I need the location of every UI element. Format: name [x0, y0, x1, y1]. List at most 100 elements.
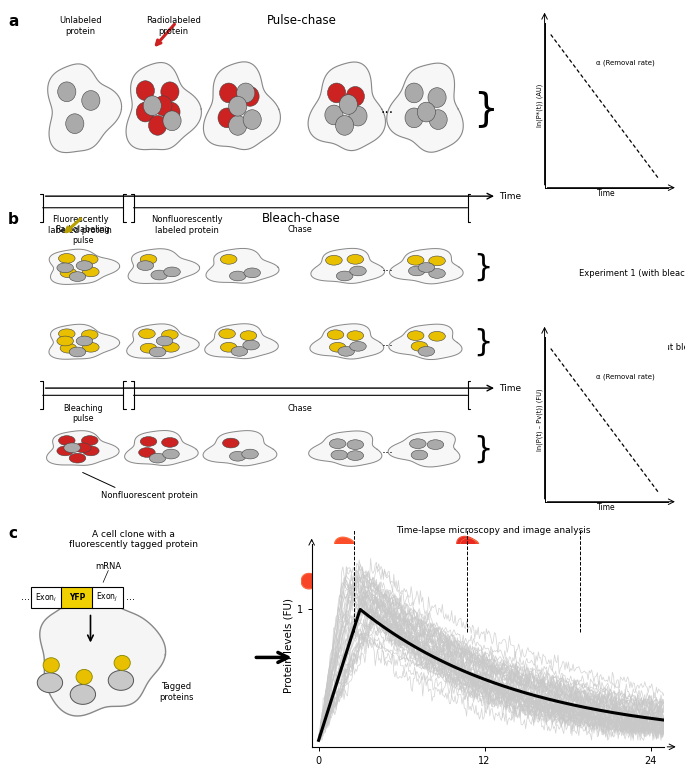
Circle shape	[76, 669, 92, 684]
X-axis label: Time: Time	[597, 503, 616, 512]
Circle shape	[149, 453, 166, 463]
Polygon shape	[332, 605, 347, 615]
Circle shape	[136, 102, 154, 122]
Polygon shape	[47, 430, 119, 465]
Polygon shape	[125, 430, 198, 466]
Text: Exon$_i$: Exon$_i$	[36, 591, 58, 604]
Polygon shape	[440, 592, 459, 607]
Circle shape	[154, 96, 172, 116]
Circle shape	[408, 331, 424, 341]
Polygon shape	[321, 546, 336, 558]
Circle shape	[229, 116, 247, 136]
Text: Bleach-chase: Bleach-chase	[262, 212, 340, 225]
Circle shape	[418, 263, 435, 273]
Circle shape	[243, 110, 261, 129]
Polygon shape	[436, 611, 452, 624]
Circle shape	[138, 447, 155, 457]
Circle shape	[231, 346, 248, 356]
Text: Radiolabeling
pulse: Radiolabeling pulse	[55, 225, 110, 244]
Circle shape	[411, 450, 427, 460]
Circle shape	[347, 450, 364, 460]
Circle shape	[162, 437, 178, 447]
Circle shape	[219, 329, 236, 339]
Text: Exon$_j$: Exon$_j$	[97, 591, 119, 604]
Polygon shape	[619, 601, 631, 608]
Polygon shape	[586, 574, 599, 585]
Circle shape	[162, 330, 178, 339]
Polygon shape	[384, 559, 400, 570]
Text: Experiment 2 (without bleaching): Experiment 2 (without bleaching)	[579, 342, 685, 352]
Polygon shape	[582, 592, 596, 601]
Polygon shape	[457, 536, 476, 552]
Text: Time: Time	[499, 192, 522, 201]
Polygon shape	[40, 591, 166, 716]
Polygon shape	[310, 324, 384, 359]
Circle shape	[240, 331, 257, 341]
Polygon shape	[314, 550, 326, 560]
Circle shape	[162, 102, 180, 122]
Circle shape	[114, 656, 130, 670]
Circle shape	[143, 96, 162, 116]
Circle shape	[69, 347, 86, 357]
Polygon shape	[592, 567, 611, 580]
Circle shape	[60, 343, 77, 353]
Text: Pulse-chase: Pulse-chase	[266, 14, 336, 27]
Polygon shape	[429, 584, 447, 597]
FancyBboxPatch shape	[92, 587, 123, 608]
Circle shape	[57, 336, 73, 346]
Circle shape	[82, 254, 98, 264]
Circle shape	[429, 256, 445, 266]
Text: Tagged
proteins: Tagged proteins	[159, 683, 193, 702]
Text: Time: Time	[499, 384, 522, 393]
Circle shape	[138, 329, 155, 339]
Circle shape	[244, 268, 260, 278]
Text: ...: ...	[382, 260, 393, 273]
Circle shape	[58, 436, 75, 445]
Circle shape	[349, 106, 367, 126]
Circle shape	[57, 263, 73, 273]
Circle shape	[347, 331, 364, 341]
Text: Experiment 1 (with bleaching): Experiment 1 (with bleaching)	[579, 269, 685, 278]
Polygon shape	[311, 248, 385, 283]
Text: ...: ...	[382, 336, 393, 349]
Circle shape	[428, 87, 446, 107]
Circle shape	[347, 440, 364, 450]
Circle shape	[164, 267, 180, 277]
Circle shape	[429, 110, 447, 129]
Text: ...: ...	[126, 592, 135, 603]
Circle shape	[66, 114, 84, 133]
Polygon shape	[388, 431, 460, 467]
Circle shape	[243, 340, 260, 350]
Circle shape	[83, 267, 99, 277]
Y-axis label: Protein levels (FU): Protein levels (FU)	[284, 597, 294, 693]
Text: Chase: Chase	[288, 404, 312, 413]
Circle shape	[137, 260, 153, 270]
Circle shape	[241, 87, 259, 106]
Circle shape	[329, 439, 346, 449]
Circle shape	[339, 95, 358, 114]
Circle shape	[405, 108, 423, 128]
Circle shape	[242, 449, 258, 459]
Polygon shape	[126, 63, 201, 149]
Polygon shape	[579, 604, 592, 612]
Polygon shape	[563, 581, 582, 594]
Text: Nonfluorescently
labeled protein: Nonfluorescently labeled protein	[151, 215, 223, 234]
Text: YFP: YFP	[69, 593, 85, 602]
Polygon shape	[491, 580, 504, 591]
Circle shape	[417, 102, 436, 122]
Circle shape	[327, 83, 346, 103]
Polygon shape	[491, 558, 503, 569]
Circle shape	[163, 342, 179, 352]
Text: b: b	[8, 212, 19, 228]
Circle shape	[338, 346, 355, 356]
Circle shape	[69, 272, 86, 281]
Circle shape	[229, 271, 246, 281]
Circle shape	[325, 105, 343, 125]
Text: Chase: Chase	[288, 225, 312, 234]
Polygon shape	[49, 324, 120, 359]
Ellipse shape	[70, 685, 95, 705]
Polygon shape	[389, 324, 462, 359]
Polygon shape	[371, 615, 388, 630]
Circle shape	[410, 439, 426, 449]
Circle shape	[76, 260, 92, 270]
